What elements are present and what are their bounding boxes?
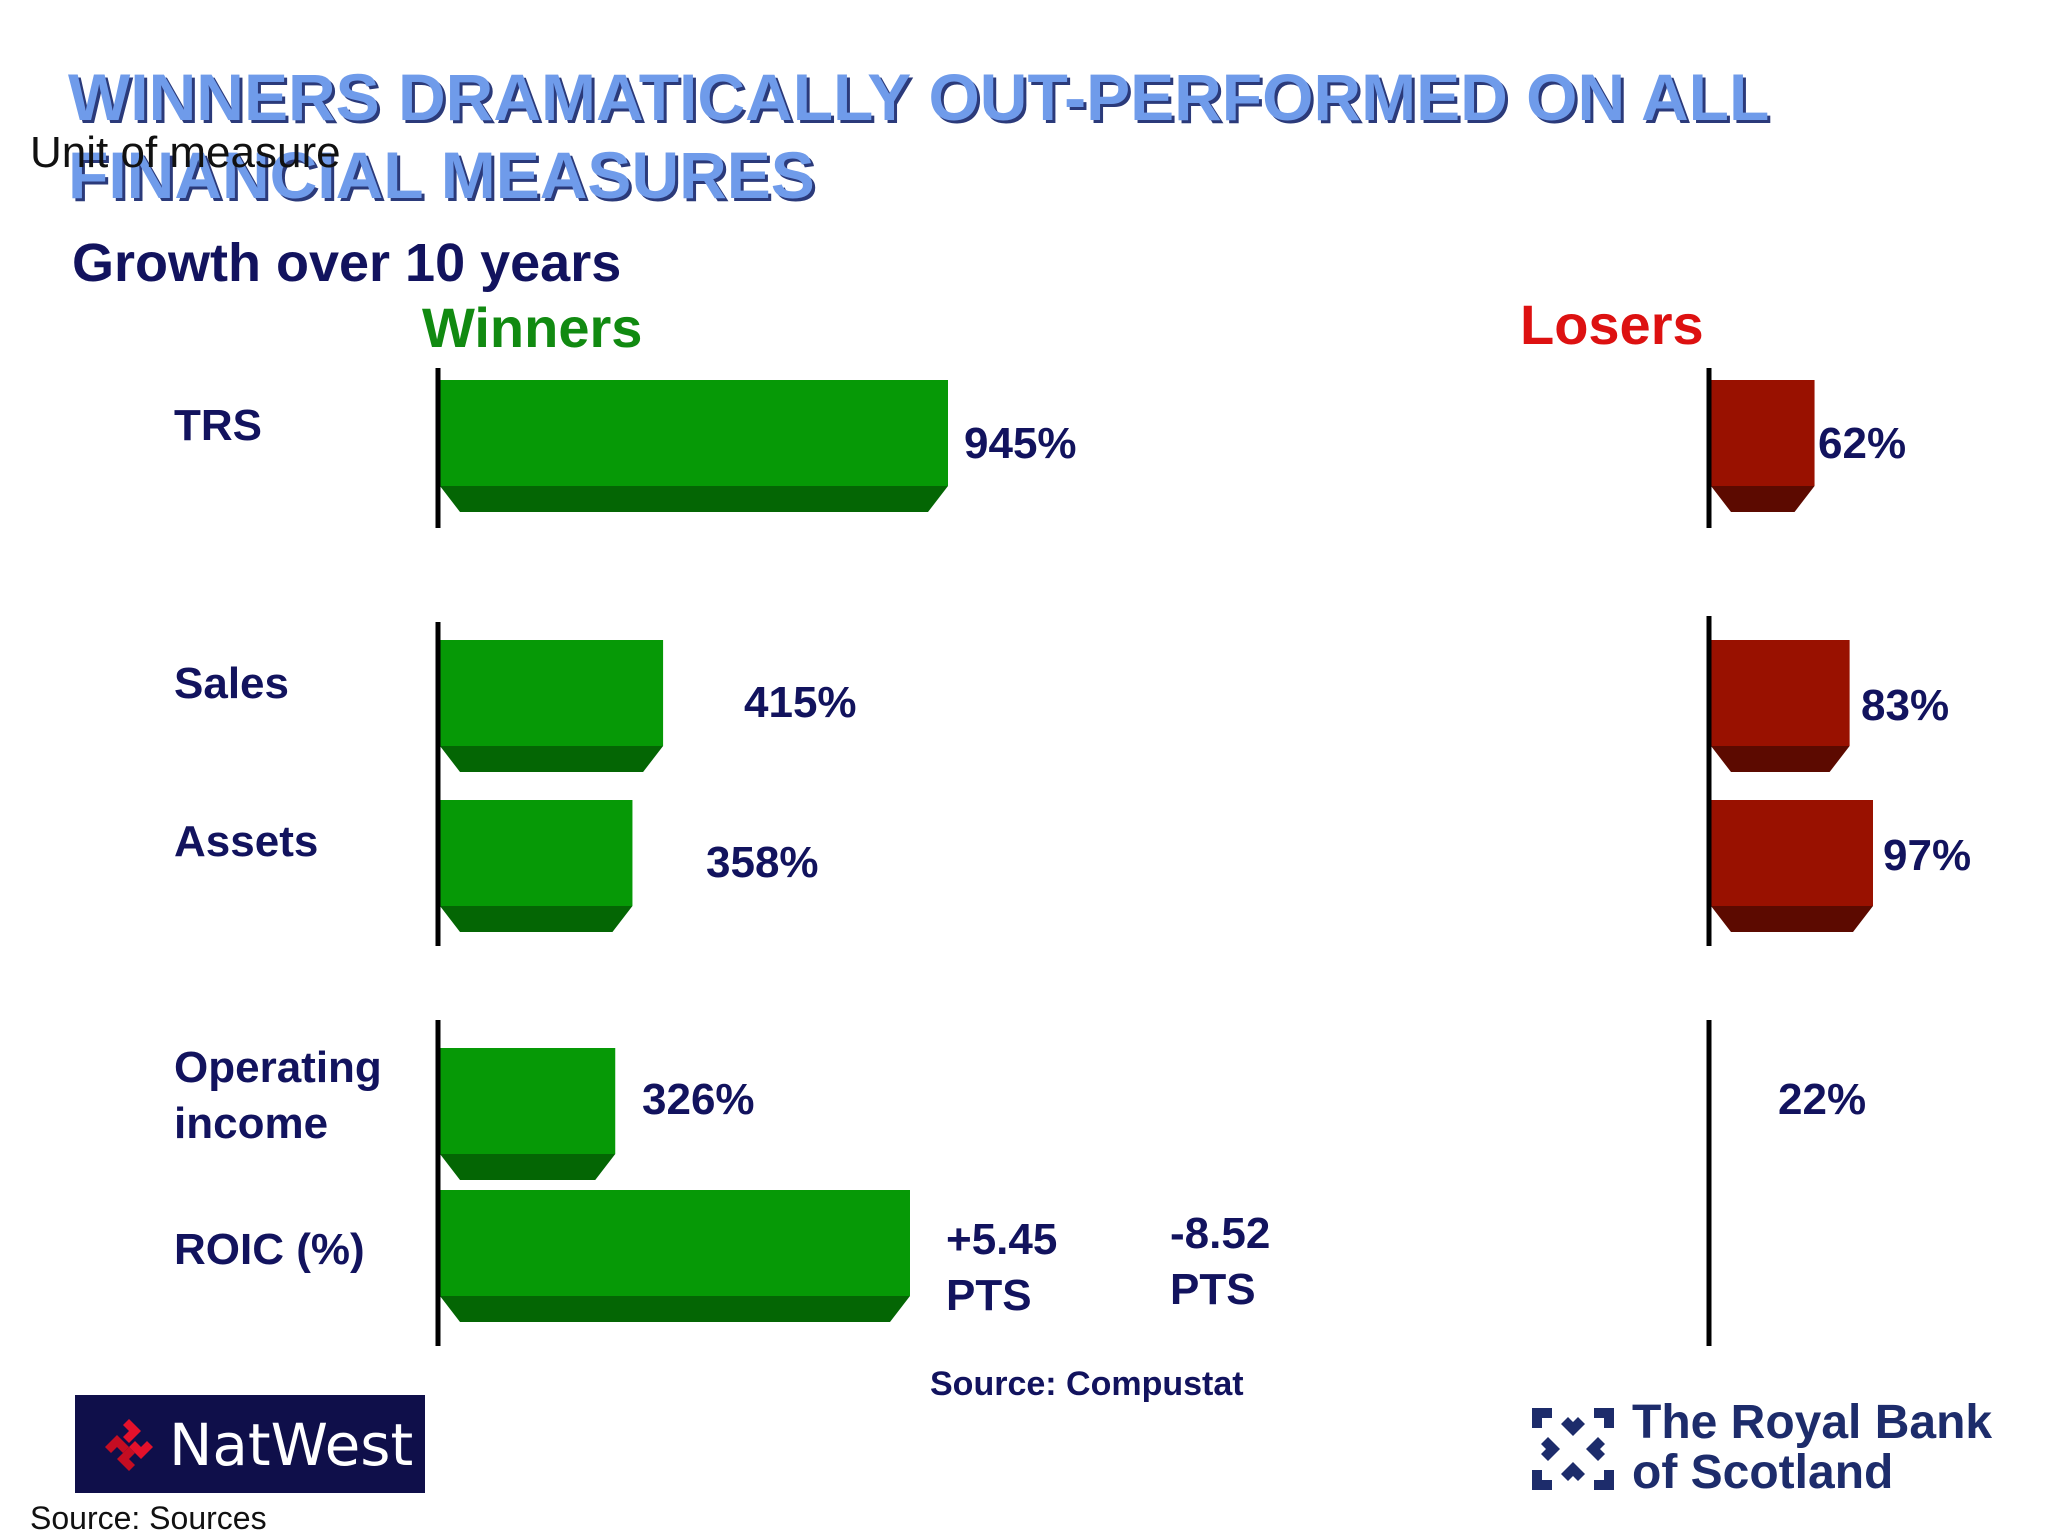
value-label-winners-assets: 358%	[706, 838, 819, 887]
rbs-logo-text: The Royal Bank of Scotland	[1632, 1396, 1993, 1499]
losers-group-label: Losers	[1520, 293, 1704, 356]
bar-winners-assets	[440, 800, 633, 932]
value-label-losers-sales: 83%	[1861, 681, 1950, 730]
bar-losers-assets	[1711, 800, 1873, 932]
bar-losers-trs	[1711, 380, 1815, 512]
bar-winners-trs	[440, 380, 948, 512]
winners-group-label: Winners	[422, 296, 643, 359]
category-label-roic: ROIC (%)	[174, 1225, 365, 1274]
bar-losers-sales	[1711, 640, 1850, 772]
value-label-losers-operating-income: 22%	[1778, 1075, 1867, 1124]
value-label-winners-sales: 415%	[744, 678, 857, 727]
category-label-operating-income: Operating income	[174, 1043, 382, 1148]
value-label-winners-roic: +5.45 PTS	[946, 1215, 1058, 1320]
category-label-trs: TRS	[174, 401, 262, 450]
chart-subtitle: Growth over 10 years	[72, 233, 622, 293]
source-footer: Source: Sources	[30, 1500, 267, 1536]
category-label-assets: Assets	[174, 817, 319, 866]
bar-winners-sales	[440, 640, 664, 772]
natwest-logo-text: NatWest	[169, 1411, 414, 1479]
value-label-losers-roic: -8.52 PTS	[1170, 1209, 1271, 1314]
natwest-logo: NatWest	[75, 1395, 425, 1493]
natwest-cubes-icon	[105, 1419, 153, 1471]
value-label-losers-trs: 62%	[1818, 419, 1907, 468]
bar-winners-operating-income	[440, 1048, 616, 1180]
source-note: Source: Compustat	[930, 1365, 1244, 1403]
slide-title: WINNERS DRAMATICALLY OUT-PERFORMED ON AL…	[68, 60, 1769, 212]
value-label-winners-trs: 945%	[964, 419, 1077, 468]
unit-of-measure-label: Unit of measure	[30, 128, 341, 177]
category-label-sales: Sales	[174, 659, 289, 708]
rbs-daisy-icon	[1532, 1408, 1614, 1490]
value-label-winners-operating-income: 326%	[642, 1075, 755, 1124]
bar-winners-roic	[440, 1190, 910, 1322]
value-label-losers-assets: 97%	[1883, 831, 1972, 880]
